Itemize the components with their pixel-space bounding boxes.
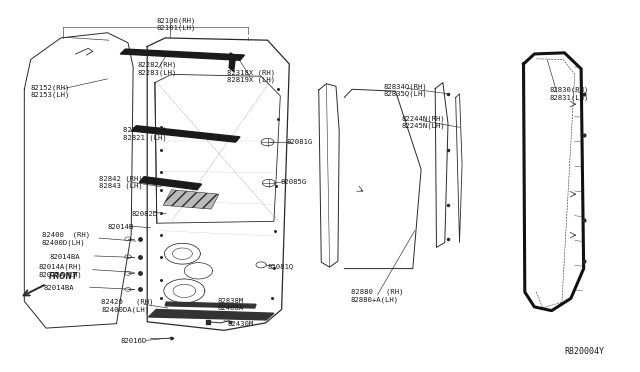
Text: 82085G: 82085G xyxy=(280,179,307,185)
Text: FRONT: FRONT xyxy=(49,272,78,281)
Polygon shape xyxy=(165,302,256,308)
Text: 82834Q(RH)
82835Q(LH): 82834Q(RH) 82835Q(LH) xyxy=(384,83,428,97)
Text: 82820 (RH)
82821 (LH): 82820 (RH) 82821 (LH) xyxy=(123,127,166,141)
Polygon shape xyxy=(148,310,274,320)
Text: 82014BA: 82014BA xyxy=(44,285,74,291)
Polygon shape xyxy=(140,177,202,190)
Text: 82400  (RH)
82400D(LH): 82400 (RH) 82400D(LH) xyxy=(42,232,90,246)
Text: 82014BA: 82014BA xyxy=(50,254,81,260)
Text: 82830(RH)
82831(LH): 82830(RH) 82831(LH) xyxy=(549,87,589,101)
Text: 82282(RH)
82283(LH): 82282(RH) 82283(LH) xyxy=(138,62,177,76)
Text: 82082D: 82082D xyxy=(131,211,157,217)
Text: 82838M
82400A: 82838M 82400A xyxy=(218,298,244,311)
Text: R820004Y: R820004Y xyxy=(564,347,605,356)
Text: 82016D: 82016D xyxy=(120,339,147,344)
Text: 82842 (RH)
82843 (LH): 82842 (RH) 82843 (LH) xyxy=(99,175,143,189)
Polygon shape xyxy=(229,53,236,71)
Polygon shape xyxy=(131,126,240,142)
Text: 82081Q: 82081Q xyxy=(268,263,294,269)
Text: 82880   (RH)
82880+A(LH): 82880 (RH) 82880+A(LH) xyxy=(351,289,403,303)
Text: 82152(RH)
82153(LH): 82152(RH) 82153(LH) xyxy=(31,84,70,98)
Polygon shape xyxy=(163,190,219,209)
Polygon shape xyxy=(120,49,244,60)
Text: 82100(RH)
82101(LH): 82100(RH) 82101(LH) xyxy=(156,17,196,31)
Text: 82014B: 82014B xyxy=(108,224,134,230)
Text: 82430M: 82430M xyxy=(227,321,253,327)
Text: 82318X (RH)
82819X (LH): 82318X (RH) 82819X (LH) xyxy=(227,69,275,83)
Text: 82014A(RH)
82015A(LH): 82014A(RH) 82015A(LH) xyxy=(38,264,82,278)
Text: 82244N(RH)
82245N(LH): 82244N(RH) 82245N(LH) xyxy=(402,115,445,129)
Text: 82420   (RH)
82400DA(LH): 82420 (RH) 82400DA(LH) xyxy=(101,299,154,313)
Text: 82081G: 82081G xyxy=(287,139,313,145)
